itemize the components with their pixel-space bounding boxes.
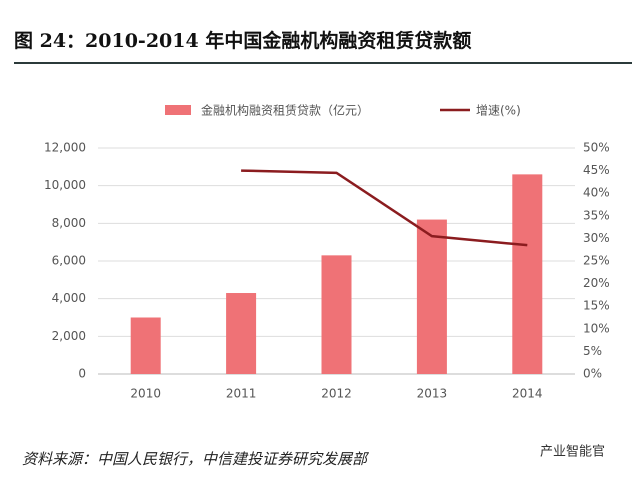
- legend-swatch: [165, 105, 191, 115]
- y-tick-label: 6,000: [52, 254, 86, 268]
- y2-tick-label: 20%: [583, 276, 610, 290]
- y-tick-label: 8,000: [52, 216, 86, 230]
- y-tick-label: 2,000: [52, 329, 86, 343]
- x-tick-label: 2014: [512, 387, 543, 401]
- y-tick-label: 4,000: [52, 291, 86, 305]
- y2-tick-label: 35%: [583, 208, 610, 222]
- legend-label: 增速(%): [476, 104, 521, 118]
- y2-tick-label: 40%: [583, 186, 610, 200]
- bar: [512, 174, 543, 374]
- x-tick-label: 2011: [226, 387, 257, 401]
- x-tick-label: 2010: [130, 387, 161, 401]
- x-tick-label: 2013: [417, 387, 448, 401]
- chart-title: 图 24：2010-2014 年中国金融机构融资租赁贷款额: [14, 29, 471, 52]
- source-note: 资料来源：中国人民银行，中信建投证券研究发展部: [22, 450, 370, 468]
- bar: [130, 317, 161, 374]
- y-tick-label: 10,000: [44, 178, 86, 192]
- bar: [321, 255, 352, 374]
- y-tick-label: 12,000: [44, 141, 86, 155]
- y2-tick-label: 50%: [583, 141, 610, 155]
- legend-label: 金融机构融资租赁贷款（亿元）: [201, 103, 369, 118]
- y2-tick-label: 5%: [583, 344, 602, 358]
- y2-tick-label: 45%: [583, 163, 610, 177]
- y2-tick-label: 10%: [583, 321, 610, 335]
- watermark: 产业智能官: [540, 444, 605, 460]
- bar: [226, 293, 257, 374]
- y2-tick-label: 30%: [583, 231, 610, 245]
- y2-tick-label: 0%: [583, 367, 602, 381]
- bar: [416, 219, 447, 374]
- y2-tick-label: 25%: [583, 254, 610, 268]
- y2-tick-label: 15%: [583, 299, 610, 313]
- line: [241, 169, 528, 247]
- y-tick-label: 0: [78, 367, 86, 381]
- x-tick-label: 2012: [321, 387, 352, 401]
